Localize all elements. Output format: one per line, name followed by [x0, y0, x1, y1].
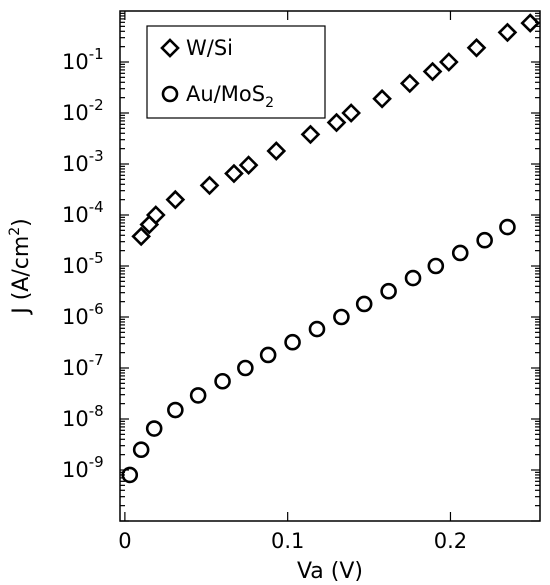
legend: W/Si Au/MoS2	[146, 25, 326, 119]
au-mos2-point	[132, 441, 150, 459]
au-mos2-point	[333, 308, 350, 326]
axis-ticks	[120, 11, 540, 522]
x-axis-label: Va (V)	[297, 559, 363, 584]
au-mos2-point	[237, 359, 254, 377]
y-tick-label: 10-2	[62, 96, 104, 125]
y-tick-label: 10-6	[62, 300, 104, 329]
legend-label-au-mos2: Au/MoS2	[186, 82, 274, 111]
y-tick-label: 10-8	[62, 402, 104, 431]
w-si-point	[466, 37, 487, 58]
w-si-point	[422, 61, 443, 82]
au-mos2-point	[121, 466, 139, 484]
au-mos2-point	[308, 320, 326, 338]
au-mos2-point	[476, 231, 493, 249]
y-tick-label: 10-3	[62, 147, 104, 176]
au-mos2-point	[214, 372, 231, 390]
x-tick-label: 0.2	[434, 529, 467, 553]
w-si-point	[497, 22, 518, 43]
au-mos2-point	[380, 282, 397, 300]
au-mos2-point	[259, 346, 277, 364]
w-si-point	[300, 124, 321, 145]
y-tick-labels: 10-9 10-8 10-7 10-6 10-5 10-4 10-3 10-2 10-1	[62, 45, 104, 482]
w-si-point	[266, 141, 287, 161]
legend-box	[146, 25, 326, 119]
w-si-point	[341, 103, 362, 123]
y-tick-label: 10-1	[62, 45, 104, 74]
w-si-point	[224, 163, 244, 184]
y-tick-label: 10-4	[62, 198, 104, 227]
series-w-si	[131, 13, 541, 247]
x-tick-label: 0.1	[271, 529, 304, 553]
w-si-point	[326, 112, 347, 133]
au-mos2-point	[451, 244, 469, 262]
au-mos2-point	[189, 387, 207, 404]
x-tick-labels: 0 0.1 0.2	[118, 529, 467, 553]
au-mos2-point	[284, 333, 301, 351]
au-mos2-point	[404, 269, 422, 287]
y-tick-label: 10-9	[62, 453, 104, 482]
au-mos2-point	[145, 420, 163, 437]
x-tick-label: 0	[118, 529, 131, 553]
legend-label-w-si: W/Si	[186, 36, 233, 60]
y-tick-label: 10-7	[62, 351, 104, 380]
w-si-point	[438, 52, 459, 72]
au-mos2-point	[355, 295, 373, 313]
w-si-point	[399, 73, 420, 94]
w-si-point	[131, 226, 152, 247]
w-si-point	[165, 189, 186, 210]
au-mos2-point	[499, 218, 516, 236]
w-si-point	[238, 155, 259, 175]
w-si-point	[145, 205, 166, 225]
series-au-mos2	[121, 218, 516, 484]
y-tick-label: 10-5	[62, 249, 104, 278]
y-axis-label: J (A/cm2)	[7, 218, 34, 316]
w-si-point	[520, 13, 541, 33]
w-si-point	[199, 175, 220, 196]
au-mos2-point	[427, 257, 445, 275]
w-si-point	[372, 88, 392, 109]
au-mos2-point	[167, 401, 184, 419]
legend-marker-diamond	[160, 38, 180, 58]
legend-marker-circle	[161, 85, 179, 103]
